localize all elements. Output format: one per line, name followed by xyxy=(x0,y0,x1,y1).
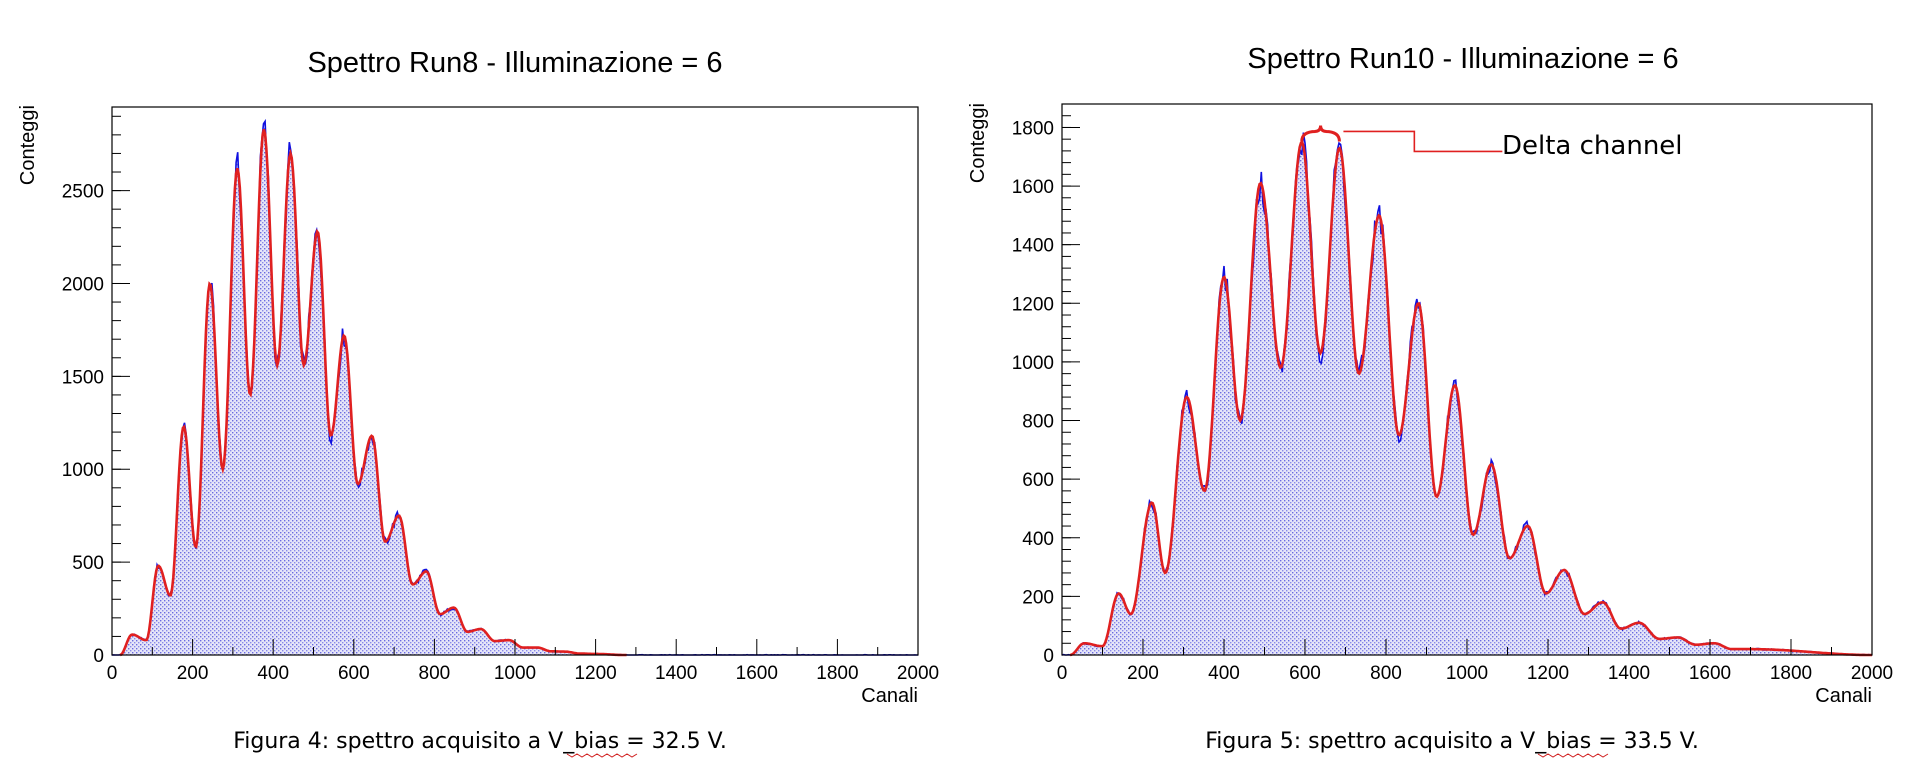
y-tick-label: 1000 xyxy=(1012,353,1054,374)
y-tick-label: 0 xyxy=(93,646,104,667)
y-tick-label: 1600 xyxy=(1012,177,1054,198)
x-tick-label: 2000 xyxy=(1851,663,1893,684)
x-tick-label: 2000 xyxy=(897,663,939,684)
y-axis-title: Conteggi xyxy=(17,105,39,185)
spellcheck-underline xyxy=(1537,753,1609,758)
y-tick-label: 2000 xyxy=(62,274,104,295)
x-axis-title: Canali xyxy=(861,685,918,707)
data-histogram-fill xyxy=(1062,132,1872,656)
delta-channel-leader xyxy=(1343,130,1503,153)
y-tick-label: 600 xyxy=(1022,470,1054,491)
y-tick-label: 0 xyxy=(1043,646,1054,667)
y-tick-label: 1400 xyxy=(1012,236,1054,257)
fit-curve xyxy=(119,128,627,657)
delta-channel-brace xyxy=(1300,125,1341,142)
x-tick-label: 1400 xyxy=(1608,663,1650,684)
y-tick-label: 400 xyxy=(1022,529,1054,550)
data-histogram-fill xyxy=(112,121,918,655)
y-tick-label: 1800 xyxy=(1012,118,1054,139)
x-tick-label: 1200 xyxy=(574,663,616,684)
y-tick-label: 2500 xyxy=(62,182,104,203)
x-tick-label: 1600 xyxy=(1689,663,1731,684)
x-tick-label: 600 xyxy=(1289,663,1321,684)
x-tick-label: 1000 xyxy=(1446,663,1488,684)
x-tick-label: 200 xyxy=(1127,663,1159,684)
x-tick-label: 1800 xyxy=(816,663,858,684)
x-tick-label: 1800 xyxy=(1770,663,1812,684)
x-tick-label: 0 xyxy=(107,663,118,684)
y-tick-label: 800 xyxy=(1022,412,1054,433)
chart-title: Spettro Run8 - Illuminazione = 6 xyxy=(307,47,722,79)
x-tick-label: 400 xyxy=(1208,663,1240,684)
chart-run10: Spettro Run10 - Illuminazione = 6 Conteg… xyxy=(967,43,1893,758)
x-tick-label: 1600 xyxy=(736,663,778,684)
spellcheck-underline xyxy=(566,753,638,758)
x-tick-label: 1400 xyxy=(655,663,697,684)
y-tick-label: 200 xyxy=(1022,587,1054,608)
x-tick-label: 1200 xyxy=(1527,663,1569,684)
delta-channel-label: Delta channel xyxy=(1502,131,1683,161)
x-tick-label: 600 xyxy=(338,663,370,684)
x-tick-label: 0 xyxy=(1057,663,1068,684)
y-tick-label: 1200 xyxy=(1012,294,1054,315)
x-axis-title: Canali xyxy=(1815,685,1872,707)
fit-curve xyxy=(1069,140,1872,657)
x-tick-label: 800 xyxy=(419,663,451,684)
figure-caption: Figura 5: spettro acquisito a V_bias = 3… xyxy=(1205,729,1699,754)
y-tick-label: 1000 xyxy=(62,460,104,481)
figure-caption: Figura 4: spettro acquisito a V_bias = 3… xyxy=(233,729,727,754)
chart-title: Spettro Run10 - Illuminazione = 6 xyxy=(1247,43,1678,75)
x-tick-label: 400 xyxy=(257,663,289,684)
y-tick-label: 500 xyxy=(72,553,104,574)
x-tick-label: 1000 xyxy=(494,663,536,684)
y-axis-title: Conteggi xyxy=(967,103,989,183)
chart-run8: Spettro Run8 - Illuminazione = 6 Contegg… xyxy=(17,47,939,758)
x-tick-label: 800 xyxy=(1370,663,1402,684)
y-tick-label: 1500 xyxy=(62,367,104,388)
x-tick-label: 200 xyxy=(177,663,209,684)
